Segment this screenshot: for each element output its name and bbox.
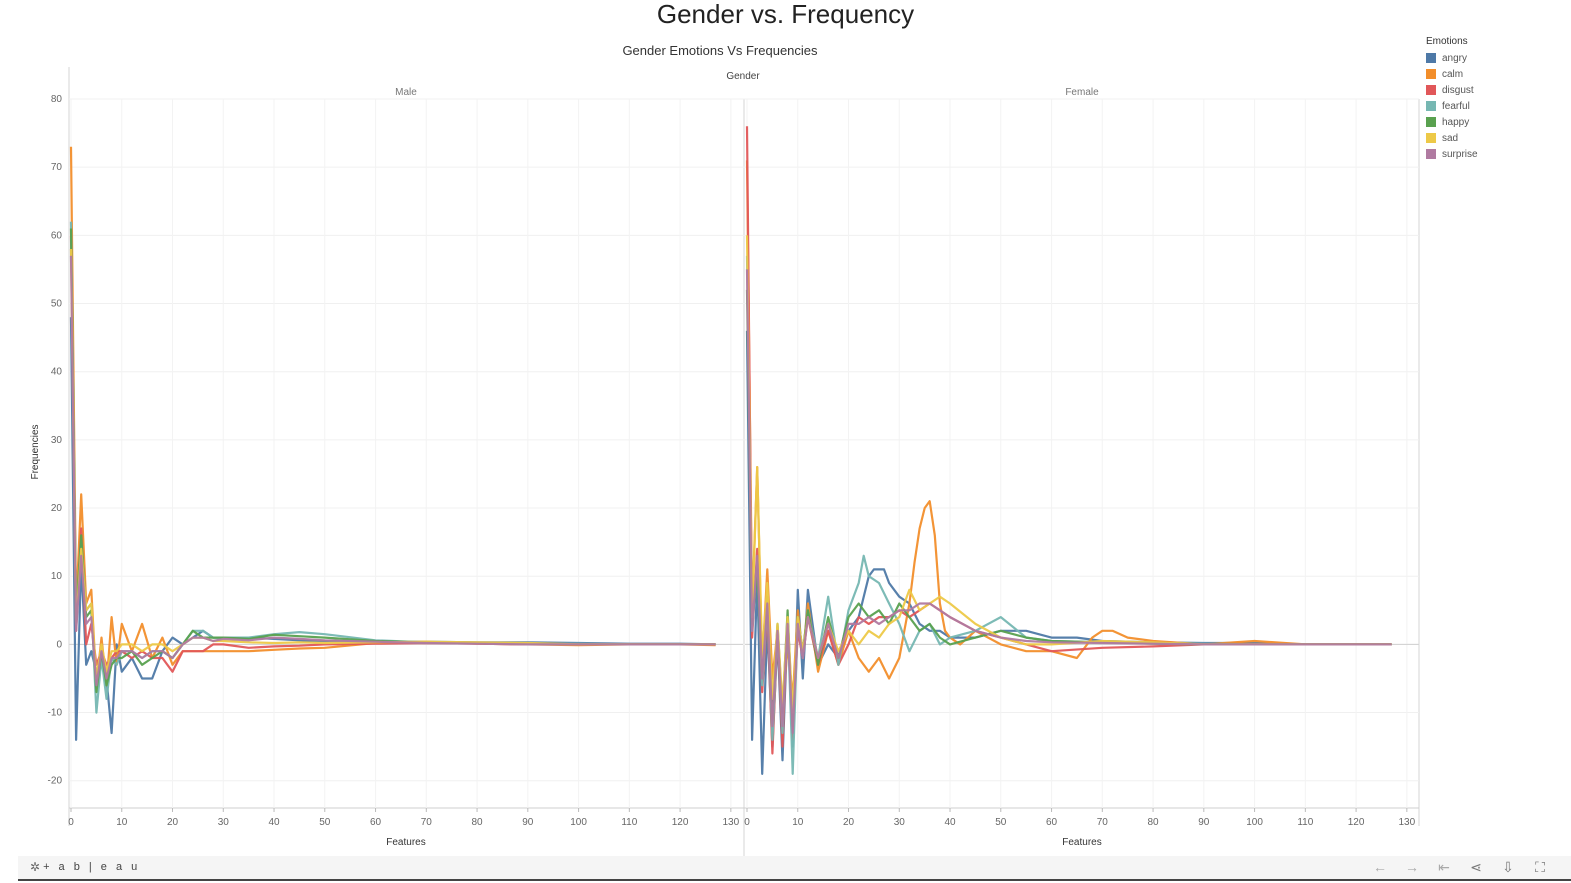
series-line-male-angry[interactable] bbox=[69, 317, 716, 741]
x-tick-label: 70 bbox=[1097, 817, 1109, 828]
tableau-icon: ✲ bbox=[30, 860, 41, 874]
legend-label: fearful bbox=[1442, 100, 1470, 112]
x-tick-label: 10 bbox=[116, 817, 128, 828]
legend-item-surprise[interactable]: surprise bbox=[1426, 146, 1566, 162]
y-tick-label: 50 bbox=[51, 299, 63, 310]
legend-label: happy bbox=[1442, 116, 1470, 128]
legend-item-angry[interactable]: angry bbox=[1426, 50, 1566, 66]
y-tick-label: 30 bbox=[51, 435, 63, 446]
x-tick-label: 20 bbox=[843, 817, 855, 828]
revert-icon[interactable]: ⇤ bbox=[1438, 859, 1450, 875]
x-tick-label: 0 bbox=[68, 817, 74, 828]
legend-swatch bbox=[1426, 53, 1436, 63]
toolbar: ✲ + a b | e a u ← → ⇤ ⋖ ⇩ ⛶ bbox=[18, 856, 1571, 881]
x-tick-label: 50 bbox=[995, 817, 1007, 828]
series-line-male-surprise[interactable] bbox=[69, 255, 716, 687]
legend-item-disgust[interactable]: disgust bbox=[1426, 82, 1566, 98]
series-line-male-disgust[interactable] bbox=[69, 235, 716, 673]
series-line-male-fearful[interactable] bbox=[69, 221, 716, 714]
legend-swatch bbox=[1426, 133, 1436, 143]
y-tick-label: 60 bbox=[51, 230, 63, 241]
legend-swatch bbox=[1426, 85, 1436, 95]
x-tick-label: 60 bbox=[370, 817, 382, 828]
x-tick-label: 10 bbox=[792, 817, 804, 828]
x-tick-label: 80 bbox=[471, 817, 483, 828]
redo-icon[interactable]: → bbox=[1405, 859, 1419, 875]
x-tick-label: 0 bbox=[744, 817, 750, 828]
y-tick-label: 10 bbox=[51, 571, 63, 582]
y-tick-label: 70 bbox=[51, 162, 63, 173]
chart-title: Gender Emotions Vs Frequencies bbox=[622, 43, 818, 58]
y-tick-label: 40 bbox=[51, 367, 63, 378]
x-tick-label: 130 bbox=[1399, 817, 1416, 828]
x-tick-label: 30 bbox=[218, 817, 230, 828]
y-tick-label: 80 bbox=[51, 94, 63, 105]
x-tick-label: 20 bbox=[167, 817, 179, 828]
series-line-female-fearful[interactable] bbox=[745, 255, 1392, 776]
dashboard-title: Gender vs. Frequency bbox=[656, 0, 915, 29]
y-tick-label: -20 bbox=[48, 776, 63, 787]
legend-item-happy[interactable]: happy bbox=[1426, 114, 1566, 130]
y-axis-title: Frequencies bbox=[30, 424, 41, 479]
legend-swatch bbox=[1426, 101, 1436, 111]
legend-swatch bbox=[1426, 69, 1436, 79]
panel-header-female: Female bbox=[1065, 87, 1099, 98]
x-axis-title: Features bbox=[1062, 837, 1101, 848]
x-tick-label: 60 bbox=[1046, 817, 1058, 828]
x-tick-label: 100 bbox=[1246, 817, 1263, 828]
axes: -20 -10 0 10 20 30 40 50 60 70 80 Male 0 10 20 30 40 50 60… bbox=[48, 87, 1416, 848]
x-tick-label: 120 bbox=[672, 817, 689, 828]
fullscreen-icon[interactable]: ⛶ bbox=[1535, 859, 1545, 875]
download-icon[interactable]: ⇩ bbox=[1502, 859, 1514, 875]
share-icon[interactable]: ⋖ bbox=[1470, 859, 1482, 875]
series-line-male-sad[interactable] bbox=[69, 248, 716, 680]
x-tick-label: 40 bbox=[268, 817, 280, 828]
grid bbox=[69, 98, 1419, 808]
x-tick-label: 90 bbox=[522, 817, 534, 828]
x-tick-label: 110 bbox=[1297, 817, 1313, 828]
x-tick-label: 110 bbox=[621, 817, 637, 828]
x-tick-label: 100 bbox=[570, 817, 587, 828]
x-tick-label: 90 bbox=[1198, 817, 1210, 828]
panel-header-male: Male bbox=[395, 87, 417, 98]
series-line-male-calm[interactable] bbox=[69, 146, 716, 687]
legend: Emotions angry calm disgust fearful happy sad… bbox=[1426, 36, 1566, 162]
series-line-male-happy[interactable] bbox=[69, 228, 716, 694]
x-tick-label: 50 bbox=[319, 817, 331, 828]
legend-label: disgust bbox=[1442, 84, 1474, 96]
plot-frame bbox=[68, 67, 1420, 856]
line-chart: Gender Emotions Vs Frequencies Gender Fr… bbox=[30, 43, 1420, 856]
undo-icon[interactable]: ← bbox=[1373, 859, 1387, 875]
x-tick-label: 80 bbox=[1147, 817, 1159, 828]
y-tick-label: 0 bbox=[56, 639, 62, 650]
legend-title: Emotions bbox=[1426, 36, 1468, 47]
tableau-logo[interactable]: ✲ + a b | e a u bbox=[30, 860, 140, 874]
y-tick-label: -10 bbox=[48, 708, 63, 719]
legend-label: calm bbox=[1442, 68, 1464, 80]
x-tick-label: 40 bbox=[944, 817, 956, 828]
series-line-female-angry[interactable] bbox=[745, 330, 1392, 776]
legend-label: angry bbox=[1442, 52, 1468, 64]
x-axis-title: Features bbox=[386, 837, 425, 848]
x-tick-label: 130 bbox=[723, 817, 740, 828]
series-line-female-surprise[interactable] bbox=[745, 269, 1392, 735]
x-tick-label: 120 bbox=[1348, 817, 1365, 828]
legend-label: surprise bbox=[1442, 148, 1478, 160]
x-tick-label: 70 bbox=[421, 817, 433, 828]
x-tick-label: 30 bbox=[894, 817, 906, 828]
legend-item-sad[interactable]: sad bbox=[1426, 130, 1566, 146]
legend-item-fearful[interactable]: fearful bbox=[1426, 98, 1566, 114]
series-line-female-calm[interactable] bbox=[745, 160, 1392, 714]
legend-label: sad bbox=[1442, 132, 1459, 144]
legend-swatch bbox=[1426, 149, 1436, 159]
y-tick-label: 20 bbox=[51, 503, 63, 514]
series-layer bbox=[69, 126, 1392, 776]
brand-text: + a b | e a u bbox=[43, 861, 141, 873]
column-header: Gender bbox=[726, 71, 760, 82]
legend-swatch bbox=[1426, 117, 1436, 127]
legend-item-calm[interactable]: calm bbox=[1426, 66, 1566, 82]
